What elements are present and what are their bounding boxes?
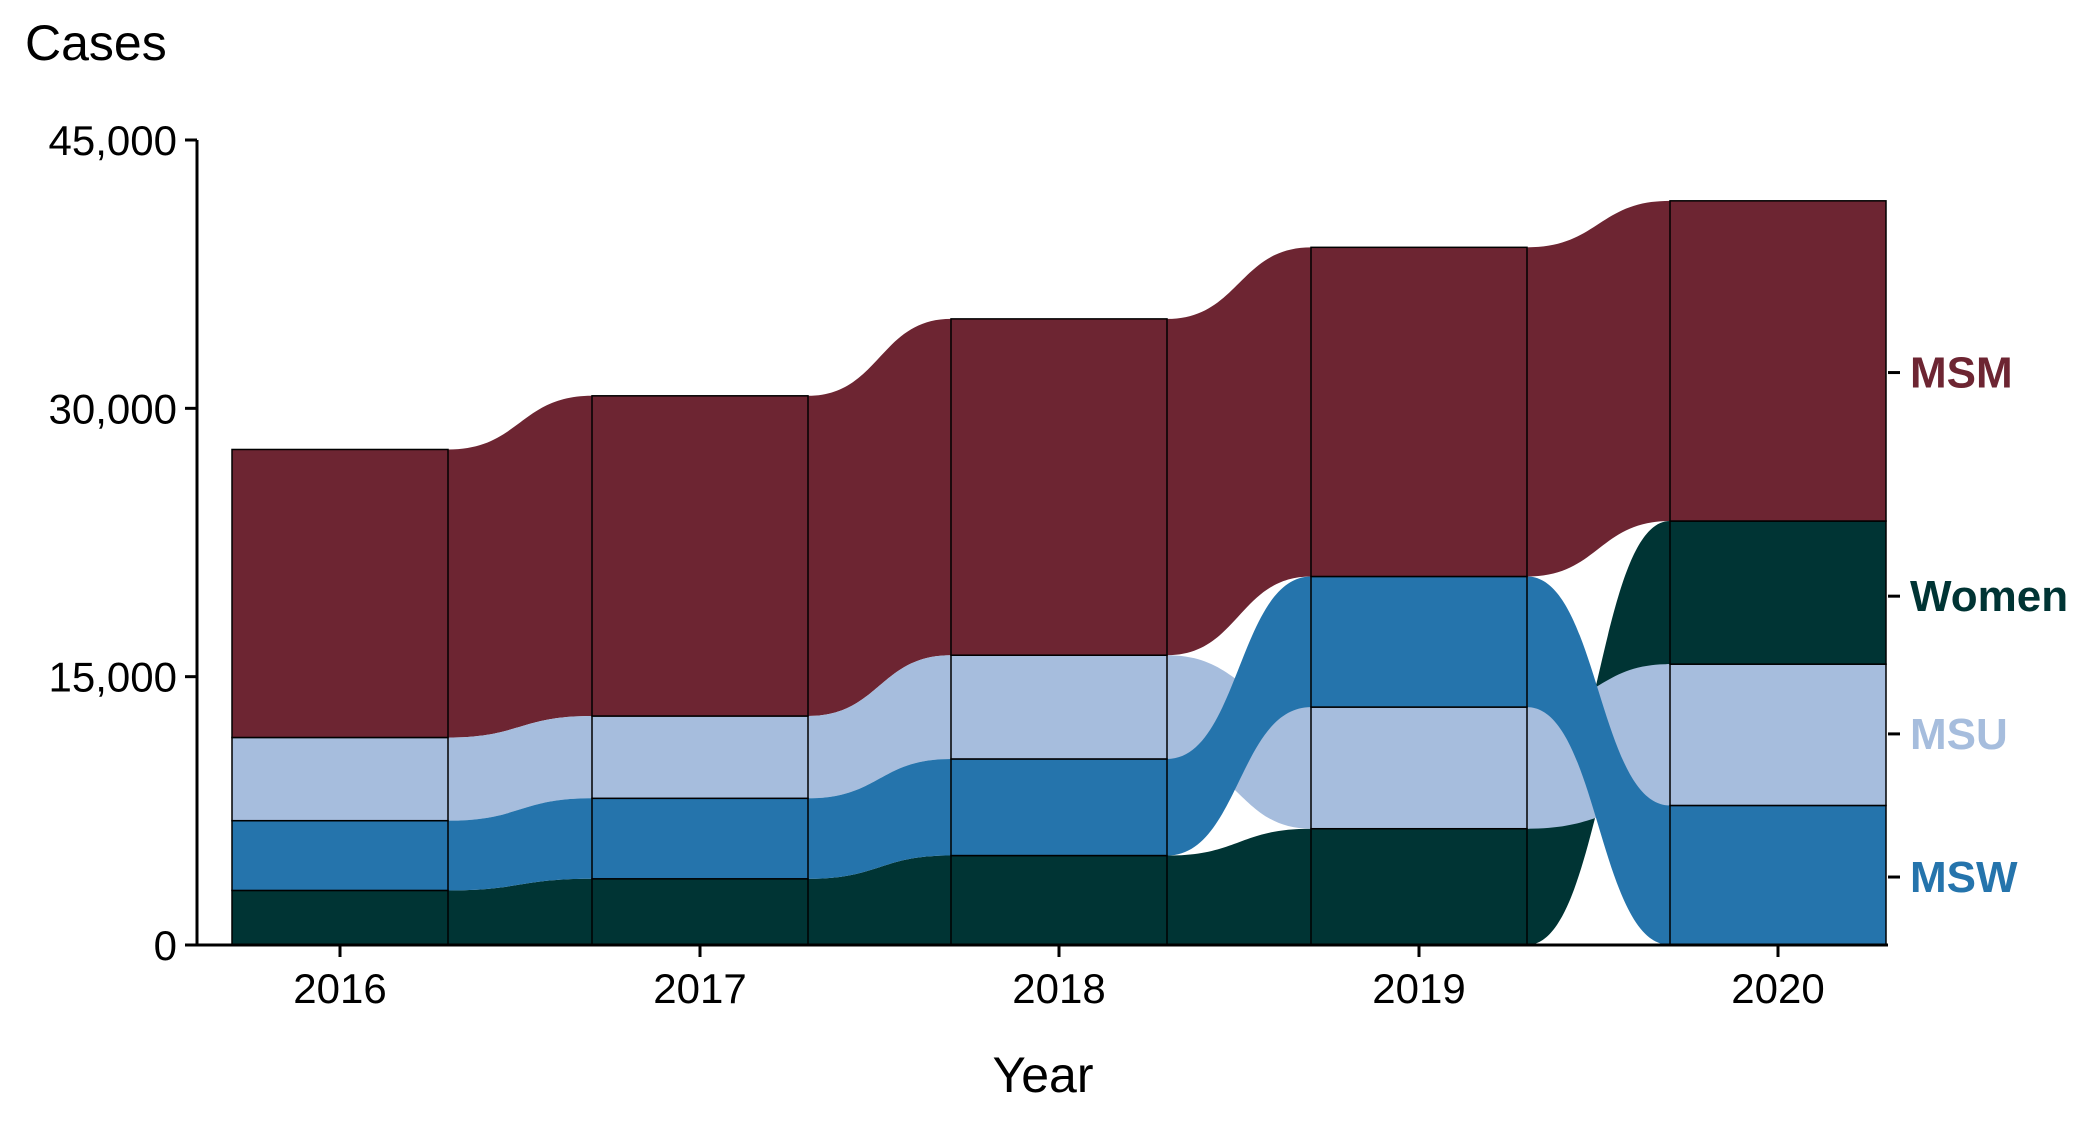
bar-msw-2016 xyxy=(231,819,449,892)
bar-msm-2017 xyxy=(591,395,809,717)
legend-layer: MSM Women MSU MSW xyxy=(1888,349,2068,902)
ribbon-msm-2019-2020 xyxy=(1527,200,1670,577)
y-tick-label-0: 0 xyxy=(154,922,177,969)
bar-msm-2019 xyxy=(1310,246,1528,578)
bar-women-2016 xyxy=(231,889,449,946)
bar-msw-2020 xyxy=(1669,804,1887,946)
bar-msu-2019 xyxy=(1310,706,1528,830)
bar-msm-2020 xyxy=(1669,200,1887,522)
y-tick-label-30000: 30,000 xyxy=(49,385,177,432)
ribbon-msm-2017-2018 xyxy=(808,318,951,717)
ribbon-women-2018-2019 xyxy=(1167,828,1311,945)
x-axis-title: Year xyxy=(992,1047,1093,1103)
bar-msu-2016 xyxy=(231,736,449,822)
y-axis-title: Cases xyxy=(25,15,167,71)
ribbon-msm-2016-2017 xyxy=(448,395,592,738)
ribbon-msw-2017-2018 xyxy=(808,758,951,879)
x-tick-label-2020: 2020 xyxy=(1731,965,1824,1012)
bar-msm-2016 xyxy=(231,448,449,739)
bar-women-2018 xyxy=(950,854,1168,946)
bars-layer xyxy=(231,200,1887,946)
ribbon-msu-2017-2018 xyxy=(808,655,951,799)
legend-label-msu: MSU xyxy=(1910,710,2008,759)
bar-msm-2018 xyxy=(950,318,1168,656)
legend-label-women: Women xyxy=(1910,572,2068,621)
x-tick-label-2018: 2018 xyxy=(1012,965,1105,1012)
ribbon-women-2017-2018 xyxy=(808,855,951,945)
ribbon-women-2016-2017 xyxy=(448,878,592,945)
ribbon-msw-2016-2017 xyxy=(448,798,592,891)
bar-msw-2017 xyxy=(591,797,809,880)
ribbon-msu-2016-2017 xyxy=(448,716,592,821)
x-tick-label-2019: 2019 xyxy=(1372,965,1465,1012)
bar-women-2017 xyxy=(591,878,809,946)
bar-women-2020 xyxy=(1669,520,1887,665)
ribbon-msw-2019-2020 xyxy=(1527,576,1670,945)
bar-women-2019 xyxy=(1310,827,1528,946)
y-tick-label-15000: 15,000 xyxy=(49,654,177,701)
bar-msw-2019 xyxy=(1310,575,1528,708)
bar-msu-2018 xyxy=(950,654,1168,760)
x-tick-label-2017: 2017 xyxy=(653,965,746,1012)
bar-msu-2017 xyxy=(591,715,809,800)
ribbon-msw-2018-2019 xyxy=(1167,576,1311,856)
ribbons-layer xyxy=(448,200,1670,945)
bar-msu-2020 xyxy=(1669,663,1887,807)
legend-label-msm: MSM xyxy=(1910,349,2013,398)
axes-layer: 0 15,000 30,000 45,000 2016 2017 2018 2019 2020 xyxy=(49,117,1888,1012)
legend-label-msw: MSW xyxy=(1910,853,2018,902)
y-tick-label-45000: 45,000 xyxy=(49,117,177,164)
bar-msw-2018 xyxy=(950,758,1168,857)
ribbon-msm-2018-2019 xyxy=(1167,247,1311,656)
x-tick-label-2016: 2016 xyxy=(293,965,386,1012)
